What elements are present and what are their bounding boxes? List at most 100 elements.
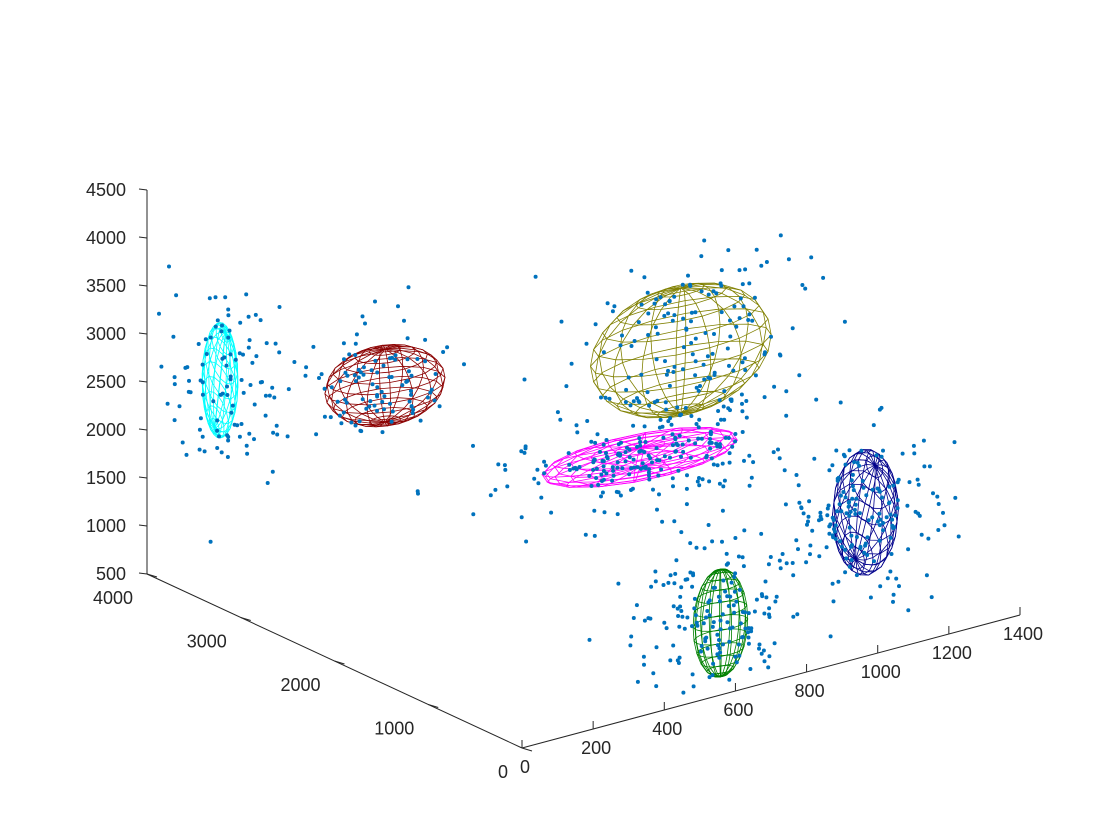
data-point: [852, 507, 857, 512]
ellipsoid-meridian: [720, 568, 731, 678]
data-point: [226, 307, 231, 312]
data-point: [732, 575, 737, 579]
data-point: [717, 638, 721, 642]
data-point: [393, 357, 398, 362]
data-point: [742, 458, 746, 463]
data-point: [250, 360, 255, 365]
data-point: [409, 373, 414, 378]
data-point: [596, 482, 601, 487]
data-point: [631, 399, 636, 404]
data-point: [610, 478, 615, 483]
data-point: [885, 576, 890, 581]
data-point: [672, 581, 677, 586]
data-point: [784, 413, 789, 418]
data-point: [226, 313, 231, 318]
data-point: [344, 400, 349, 405]
data-point: [437, 404, 442, 409]
data-point: [858, 544, 863, 549]
data-point: [688, 455, 693, 460]
data-point: [624, 387, 629, 392]
data-point: [244, 443, 249, 448]
data-point: [172, 382, 177, 387]
data-point: [833, 536, 838, 541]
data-point: [685, 615, 690, 620]
data-point: [831, 518, 836, 522]
x-tick-label: 1200: [932, 643, 972, 663]
data-point: [696, 425, 701, 430]
ellipsoid-meridian: [633, 447, 641, 483]
data-point: [410, 411, 415, 415]
data-point: [905, 503, 910, 508]
data-point: [762, 611, 767, 616]
data-point: [542, 459, 547, 464]
data-point: [718, 281, 723, 286]
data-point: [230, 403, 235, 408]
data-point: [275, 432, 280, 437]
data-point: [585, 419, 590, 423]
data-point: [670, 476, 675, 481]
data-point: [196, 342, 201, 346]
data-point: [265, 481, 270, 485]
data-point: [683, 406, 688, 410]
data-point: [874, 453, 879, 458]
data-point: [522, 377, 527, 382]
data-point: [740, 282, 745, 287]
data-point: [742, 356, 747, 361]
data-point: [642, 424, 647, 429]
data-point: [341, 410, 346, 415]
data-point: [700, 477, 705, 482]
data-point: [241, 352, 245, 357]
data-point: [673, 435, 678, 440]
data-point: [752, 295, 757, 300]
data-point: [763, 350, 767, 355]
data-point: [583, 532, 588, 537]
data-point: [496, 462, 501, 467]
data-point: [208, 335, 213, 340]
data-point: [674, 558, 679, 563]
data-point: [639, 302, 644, 307]
data-point: [705, 609, 710, 613]
data-point: [768, 555, 773, 559]
data-point: [850, 543, 854, 547]
data-point: [790, 561, 795, 565]
y-tick-label: 4000: [93, 588, 133, 608]
data-point: [228, 352, 233, 357]
data-point: [731, 603, 736, 608]
data-point: [830, 463, 835, 468]
data-point: [632, 339, 637, 343]
data-point: [664, 407, 669, 412]
data-point: [382, 394, 387, 399]
data-point: [734, 324, 739, 329]
data-point: [872, 559, 876, 564]
data-point: [703, 639, 708, 644]
data-point: [730, 444, 735, 449]
ellipsoid-meridian: [680, 285, 772, 414]
data-point: [411, 407, 416, 412]
data-point: [220, 356, 225, 361]
data-point: [641, 465, 646, 470]
data-point: [646, 470, 651, 475]
data-point: [402, 318, 406, 323]
data-point: [715, 632, 720, 637]
data-point: [806, 514, 811, 519]
data-point: [252, 402, 257, 407]
data-point: [689, 341, 694, 345]
data-point: [559, 319, 564, 324]
data-point: [707, 479, 712, 484]
data-point: [664, 626, 669, 631]
data-point: [766, 665, 771, 670]
data-point: [906, 547, 911, 552]
ellipsoid-meridian: [598, 287, 681, 414]
data-point: [425, 395, 430, 400]
data-point: [746, 630, 750, 635]
data-point: [244, 292, 249, 297]
z-tick-label: 4500: [86, 180, 126, 200]
data-point: [625, 445, 629, 450]
data-point: [695, 479, 700, 484]
data-point: [689, 319, 693, 324]
data-point: [390, 409, 395, 414]
data-point: [405, 378, 410, 383]
data-point: [757, 646, 761, 651]
data-point: [847, 448, 852, 453]
